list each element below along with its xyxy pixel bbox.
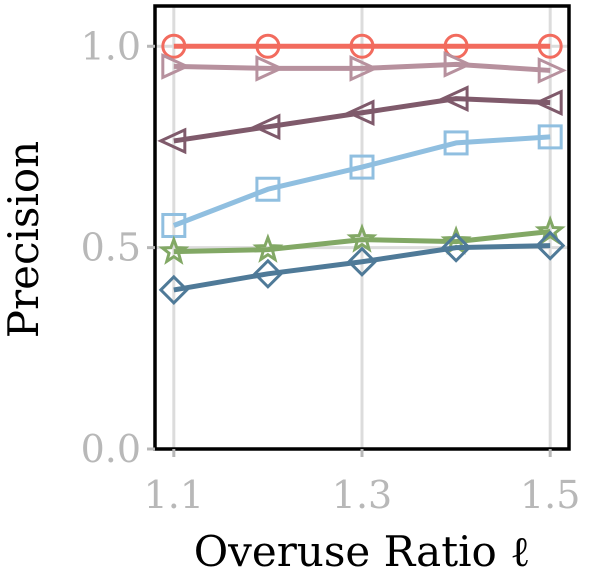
data-point xyxy=(537,57,567,84)
data-point xyxy=(535,230,566,261)
data-point xyxy=(537,124,563,150)
data-point xyxy=(346,246,378,277)
series-line xyxy=(173,243,551,293)
data-point xyxy=(533,89,563,116)
series-line xyxy=(172,134,551,228)
data-point xyxy=(349,55,379,82)
data-point xyxy=(158,235,190,265)
data-point xyxy=(534,215,566,245)
data-point xyxy=(157,127,187,155)
data-point xyxy=(251,113,281,141)
data-point xyxy=(161,33,187,59)
x-axis-label: Overuse Ratio ℓ xyxy=(194,527,531,576)
series-triangle-left xyxy=(157,85,563,155)
x-tick-label: 1.3 xyxy=(332,473,392,517)
series-line xyxy=(173,96,551,144)
data-point xyxy=(345,99,375,127)
data-point xyxy=(537,33,563,59)
series-line xyxy=(173,61,551,73)
series-triangle-right xyxy=(161,51,567,84)
data-point xyxy=(252,233,284,263)
series-diamond xyxy=(158,230,566,306)
x-tick-label: 1.1 xyxy=(144,473,204,517)
series-layer xyxy=(157,33,567,306)
y-axis-label: Precision xyxy=(0,141,48,338)
data-point xyxy=(255,55,285,82)
data-point xyxy=(161,53,191,80)
series-line xyxy=(173,229,551,255)
data-point xyxy=(346,223,378,253)
data-point xyxy=(252,258,284,289)
series-circle xyxy=(161,33,563,59)
data-point xyxy=(440,232,472,263)
tick-labels: 1.1 1.3 1.5 0.0 0.5 1.0 xyxy=(81,24,581,517)
data-point xyxy=(255,33,281,59)
series-square xyxy=(161,124,563,238)
data-point xyxy=(439,85,469,112)
y-tick-label: 0.5 xyxy=(81,226,141,270)
data-point xyxy=(349,33,375,59)
x-tick-label: 1.5 xyxy=(520,473,580,517)
data-point xyxy=(349,154,375,180)
data-point xyxy=(158,274,189,306)
data-point xyxy=(255,176,281,202)
data-point xyxy=(443,51,473,78)
y-tick-label: 1.0 xyxy=(81,24,141,68)
y-tick-label: 0.0 xyxy=(81,427,141,471)
data-point xyxy=(443,130,469,156)
